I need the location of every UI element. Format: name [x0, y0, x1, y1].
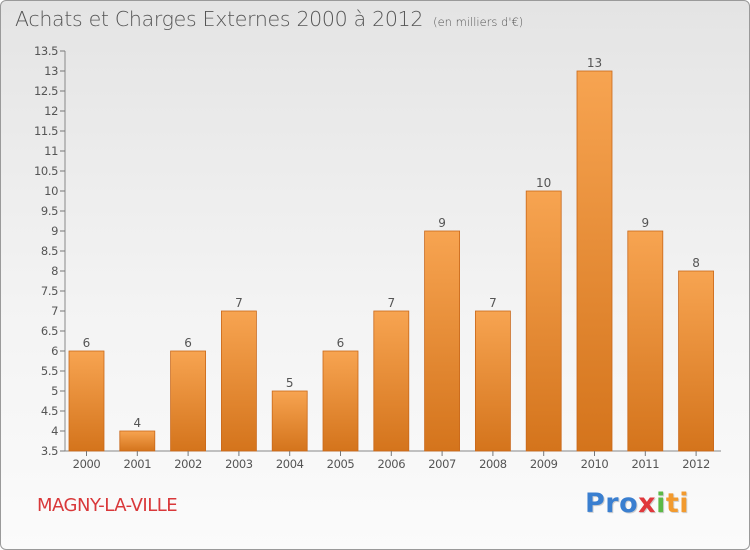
- bar-value-label: 6: [83, 336, 91, 350]
- bar: [678, 270, 714, 452]
- bar: [576, 70, 613, 452]
- bar-value-label: 7: [387, 296, 395, 310]
- x-tick-label: 2011: [631, 457, 659, 471]
- x-tick-label: 2002: [174, 457, 202, 471]
- chart-unit: (en milliers d'€): [433, 15, 524, 29]
- y-tick-label: 4.5: [41, 404, 58, 418]
- y-tick-label: 3.5: [41, 444, 58, 458]
- chart-title: Achats et Charges Externes 2000 à 2012 (e…: [15, 7, 523, 31]
- bar-value-label: 5: [286, 376, 294, 390]
- y-tick-label: 8.5: [41, 244, 58, 258]
- x-tick-label: 2008: [479, 457, 507, 471]
- y-tick-label: 5: [51, 384, 58, 398]
- bar-value-label: 8: [692, 256, 700, 270]
- y-tick-label: 6.5: [41, 324, 58, 338]
- y-tick-label: 5.5: [41, 364, 58, 378]
- x-tick-label: 2001: [123, 457, 151, 471]
- bar: [271, 390, 308, 452]
- bar: [322, 350, 359, 452]
- x-tick-label: 2004: [276, 457, 304, 471]
- y-tick-label: 13.5: [34, 44, 58, 58]
- y-tick-label: 13: [44, 64, 58, 78]
- bar: [627, 230, 664, 452]
- x-tick-label: 2006: [377, 457, 405, 471]
- y-tick-label: 10.5: [34, 164, 58, 178]
- y-tick-label: 9: [51, 224, 58, 238]
- bar: [220, 310, 257, 452]
- y-tick-label: 11: [44, 144, 58, 158]
- bar-value-label: 6: [184, 336, 192, 350]
- bar-value-label: 9: [438, 216, 446, 230]
- bar-value-label: 13: [587, 56, 602, 70]
- bar-value-label: 6: [337, 336, 345, 350]
- y-tick-label: 12: [44, 104, 58, 118]
- y-tick-label: 10: [44, 184, 58, 198]
- y-tick-label: 12.5: [34, 84, 58, 98]
- bar: [424, 230, 461, 452]
- x-tick-label: 2009: [530, 457, 558, 471]
- bar: [525, 190, 562, 452]
- x-tick-label: 2005: [327, 457, 355, 471]
- y-tick-label: 11.5: [34, 124, 58, 138]
- logo-part-3: i: [656, 488, 666, 519]
- x-tick-label: 2003: [225, 457, 253, 471]
- proxiti-logo[interactable]: Proxiti: [585, 488, 689, 519]
- x-tick-label: 2000: [73, 457, 101, 471]
- chart-title-text: Achats et Charges Externes 2000 à 2012: [15, 7, 424, 31]
- logo-part-4: ti: [665, 488, 690, 519]
- logo-part-2: x: [638, 488, 657, 519]
- bar: [68, 350, 105, 452]
- x-tick-label: 2012: [682, 457, 710, 471]
- x-tick-label: 2007: [428, 457, 456, 471]
- y-tick-label: 7.5: [41, 284, 58, 298]
- y-tick-label: 7: [51, 304, 58, 318]
- y-tick-label: 9.5: [41, 204, 58, 218]
- logo-part-1: Pro: [585, 488, 639, 519]
- bar: [373, 310, 410, 452]
- bar-value-label: 7: [489, 296, 497, 310]
- bar-value-label: 4: [133, 416, 141, 430]
- bar: [119, 430, 156, 452]
- y-tick-label: 8: [51, 264, 58, 278]
- bar: [170, 350, 207, 452]
- town-name: MAGNY-LA-VILLE: [37, 495, 178, 516]
- y-tick-label: 6: [51, 344, 58, 358]
- x-tick-label: 2010: [581, 457, 609, 471]
- bar-value-label: 7: [235, 296, 243, 310]
- bar-value-label: 9: [641, 216, 649, 230]
- y-tick-label: 4: [51, 424, 58, 438]
- bar-value-label: 10: [536, 176, 551, 190]
- bar: [474, 310, 511, 452]
